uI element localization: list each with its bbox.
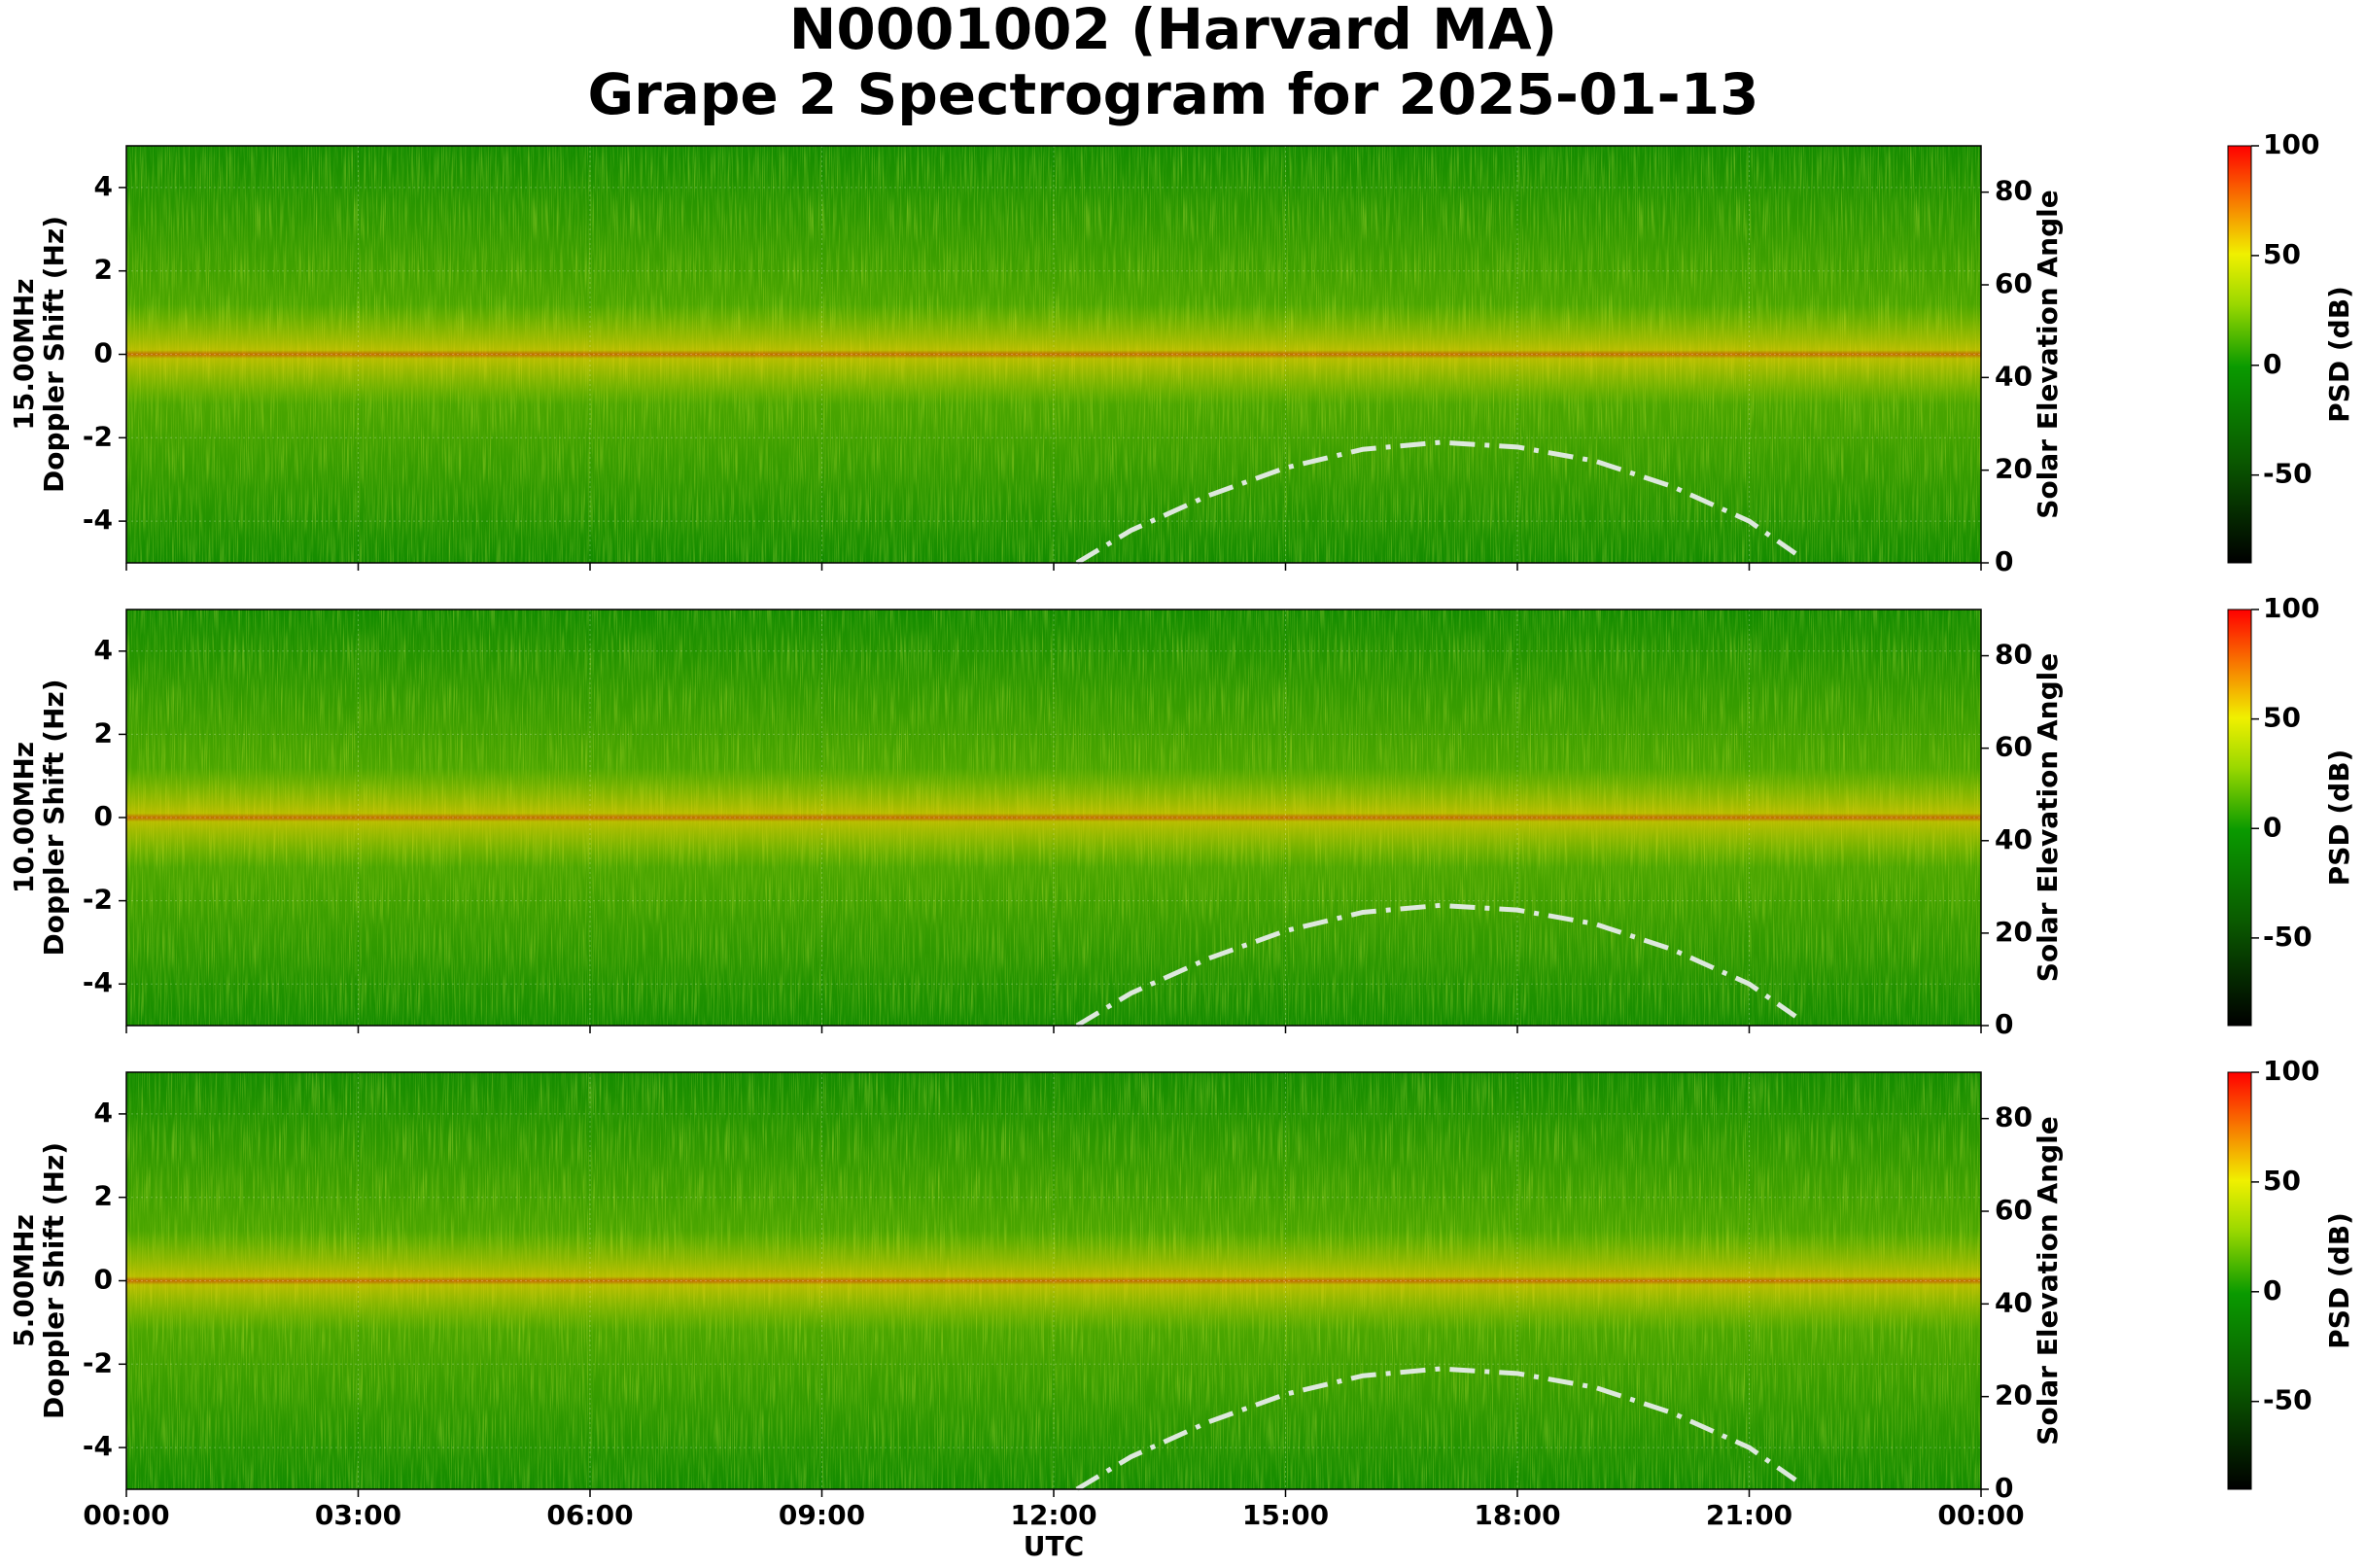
x-tick-label: 12:00	[1010, 1499, 1096, 1531]
y-tick-label: -2	[83, 420, 113, 452]
colorbar	[2227, 1071, 2252, 1490]
colorbar-tick-label: -50	[2263, 921, 2313, 953]
colorbar-label: PSD (dB)	[2323, 1212, 2355, 1349]
colorbar-tick-label: -50	[2263, 1384, 2313, 1416]
spectrogram-band	[126, 610, 1981, 1026]
colorbar-label: PSD (dB)	[2323, 286, 2355, 423]
colorbar-tick-label: -50	[2263, 458, 2313, 490]
y-tick-label: 0	[94, 800, 113, 832]
colorbar-label: PSD (dB)	[2323, 749, 2355, 887]
x-tick-label: 00:00	[1937, 1499, 2024, 1531]
y2-tick-label: 40	[1995, 823, 2033, 855]
x-tick-label: 21:00	[1706, 1499, 1792, 1531]
y2-tick-label: 60	[1995, 731, 2033, 763]
colorbar-tick-label: 50	[2263, 702, 2301, 734]
x-tick-label: 03:00	[315, 1499, 401, 1531]
y2-tick-label: 40	[1995, 360, 2033, 392]
y2-tick-label: 20	[1995, 1379, 2033, 1411]
y-tick-label: 4	[94, 634, 113, 666]
colorbar-tick-label: 50	[2263, 1165, 2301, 1197]
y-tick-label: -2	[83, 1346, 113, 1378]
y2-tick-label: 0	[1995, 545, 2013, 577]
y-axis-label: Doppler Shift (Hz)	[38, 216, 70, 493]
x-tick-label: 18:00	[1474, 1499, 1560, 1531]
spectrogram-band	[126, 1072, 1981, 1489]
y2-axis-label: Solar Elevation Angle	[2032, 653, 2064, 982]
colorbar-tick-label: 0	[2263, 1274, 2281, 1307]
y-tick-label: -2	[83, 884, 113, 916]
y2-axis-label: Solar Elevation Angle	[2032, 190, 2064, 518]
y2-axis-label: Solar Elevation Angle	[2032, 1116, 2064, 1445]
title: N0001002 (Harvard MA)	[789, 0, 1557, 62]
y-tick-label: 2	[94, 716, 113, 749]
y-tick-label: 0	[94, 1264, 113, 1296]
y-tick-label: 2	[94, 254, 113, 286]
y-tick-label: -4	[83, 1430, 113, 1462]
y-axis-label: Doppler Shift (Hz)	[38, 679, 70, 956]
colorbar-tick-label: 0	[2263, 811, 2281, 843]
y2-tick-label: 60	[1995, 267, 2033, 299]
plot-frame	[125, 145, 1982, 564]
colorbar-tick-label: 0	[2263, 348, 2281, 380]
subtitle: Grape 2 Spectrogram for 2025-01-13	[588, 61, 1759, 127]
x-tick-label: 15:00	[1242, 1499, 1329, 1531]
solar-elevation-line	[1075, 1366, 1797, 1492]
y-axis-frequency: 15.00MHz	[8, 278, 40, 430]
colorbar-tick-label: 100	[2263, 1055, 2319, 1087]
y-tick-label: 0	[94, 337, 113, 369]
plot-frame	[125, 609, 1982, 1027]
y2-tick-label: 40	[1995, 1286, 2033, 1318]
y2-tick-label: 80	[1995, 639, 2033, 671]
y2-tick-label: 80	[1995, 175, 2033, 207]
y2-tick-label: 20	[1995, 916, 2033, 948]
spectrogram-band	[126, 146, 1981, 563]
y-tick-label: -4	[83, 966, 113, 998]
y2-tick-label: 0	[1995, 1472, 2013, 1504]
solar-elevation-line	[1075, 902, 1797, 1028]
colorbar-tick-label: 100	[2263, 128, 2319, 160]
y2-tick-label: 60	[1995, 1194, 2033, 1226]
y-tick-label: 4	[94, 1097, 113, 1129]
y-tick-label: 4	[94, 170, 113, 202]
y2-tick-label: 80	[1995, 1101, 2033, 1133]
x-axis-label: UTC	[1024, 1530, 1084, 1562]
plot-frame	[125, 1071, 1982, 1490]
y-axis-label: Doppler Shift (Hz)	[38, 1142, 70, 1419]
y-axis-frequency: 10.00MHz	[8, 742, 40, 893]
y-axis-frequency: 5.00MHz	[8, 1214, 40, 1347]
x-tick-label: 06:00	[546, 1499, 633, 1531]
y-tick-label: 2	[94, 1180, 113, 1212]
colorbar-tick-label: 100	[2263, 592, 2319, 624]
colorbar	[2227, 145, 2252, 564]
y2-tick-label: 20	[1995, 453, 2033, 485]
y-tick-label: -4	[83, 504, 113, 536]
y2-tick-label: 0	[1995, 1008, 2013, 1040]
colorbar	[2227, 609, 2252, 1027]
x-tick-label: 00:00	[83, 1499, 169, 1531]
colorbar-tick-label: 50	[2263, 238, 2301, 270]
x-tick-label: 09:00	[779, 1499, 865, 1531]
solar-elevation-line	[1075, 439, 1797, 566]
